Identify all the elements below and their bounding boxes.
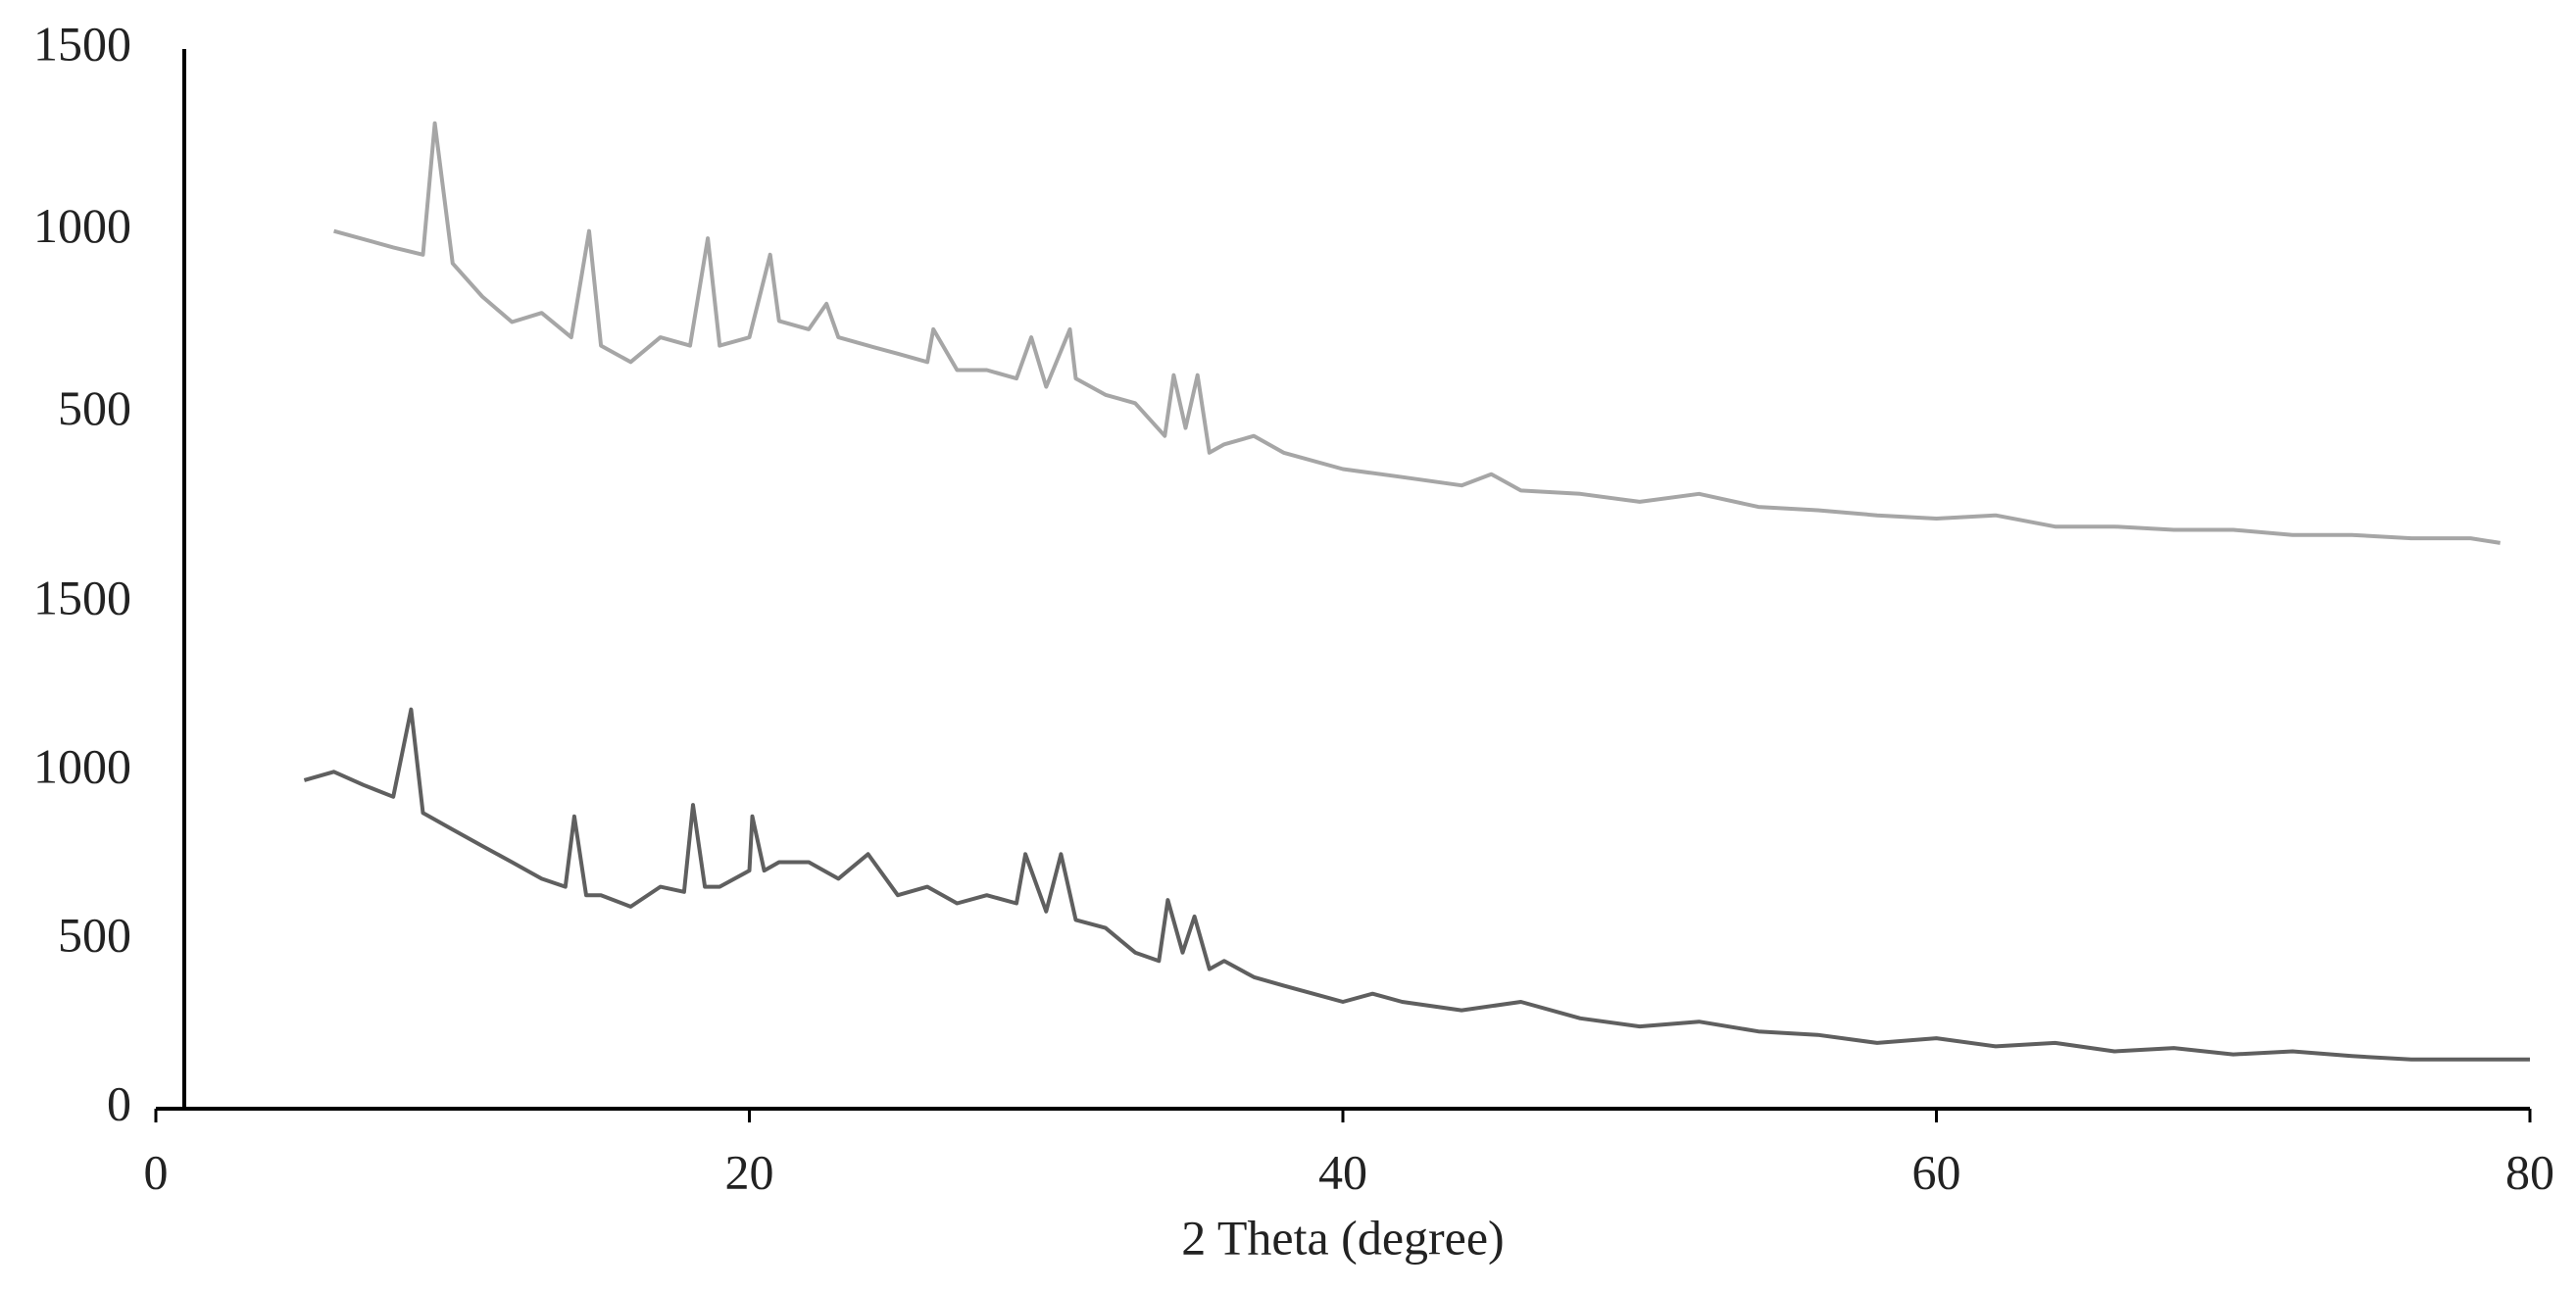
xrd-line [303, 707, 2530, 1062]
y-tick-label: 500 [58, 380, 131, 435]
y-tick-label: 0 [107, 1075, 131, 1130]
x-tick-label: 40 [1318, 1144, 1367, 1199]
x-tick-label: 20 [725, 1144, 774, 1199]
x-axis-title: 2 Theta (degree) [1181, 1210, 1504, 1265]
xrd-line [333, 121, 2502, 545]
y-tick-label: 1500 [33, 16, 131, 71]
x-tick-label: 0 [144, 1144, 169, 1199]
x-tick-label: 60 [1912, 1144, 1961, 1199]
y-tick-label: 1000 [33, 738, 131, 793]
y-tick-label: 500 [58, 907, 131, 962]
y-tick-label: 1000 [33, 198, 131, 253]
x-tick-label: 80 [2505, 1144, 2554, 1199]
y-tick-label: 1500 [33, 570, 131, 624]
